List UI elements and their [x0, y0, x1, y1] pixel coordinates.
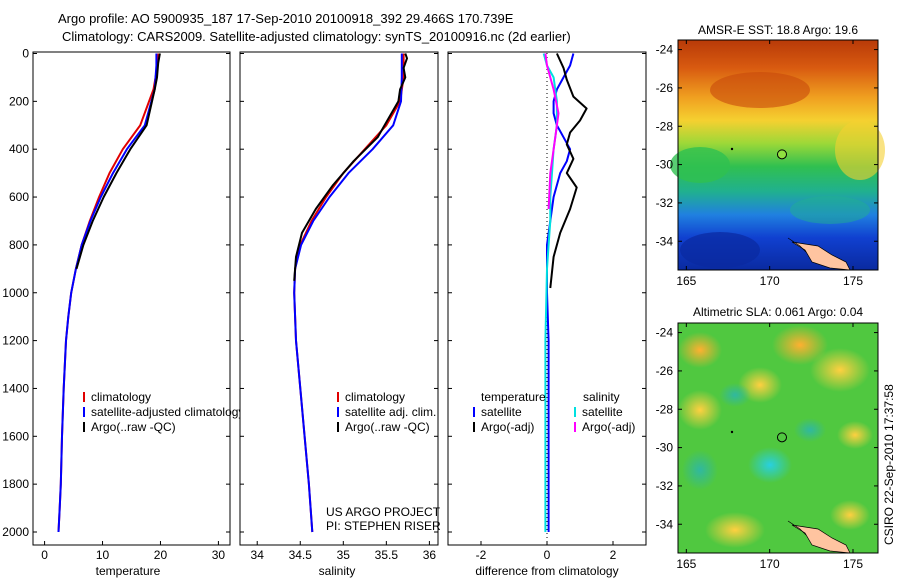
- y-tick-label: 1000: [2, 286, 29, 300]
- difference-panel: -2 0 2 difference from climatology tempera…: [447, 51, 647, 578]
- sla-map-title: Altimetric SLA: 0.061 Argo: 0.04: [693, 305, 863, 319]
- x-tick-label: 10: [96, 548, 110, 562]
- map-lat-tick-label: -30: [656, 158, 674, 172]
- x-tick-label: 36: [423, 548, 437, 562]
- y-tick-label: 800: [9, 238, 29, 252]
- x-tick-label: 0: [41, 548, 48, 562]
- project-annotation: US ARGO PROJECT: [326, 505, 441, 519]
- map-lat-tick-label: -24: [656, 326, 674, 340]
- temperature-xlabel: temperature: [96, 564, 161, 578]
- series-line-argo-raw-qc-: [293, 53, 408, 281]
- y-tick-label: 400: [9, 142, 29, 156]
- y-tick-label: 600: [9, 190, 29, 204]
- series-line-argo-adj-: [544, 53, 560, 210]
- map-lat-tick-label: -28: [656, 402, 674, 416]
- y-tick-label: 1200: [2, 334, 29, 348]
- map-lon-tick-label: 175: [843, 557, 863, 571]
- sst-argo-marker: [776, 149, 787, 160]
- map-lat-tick-label: -34: [656, 517, 674, 531]
- pi-annotation: PI: STEPHEN RISER: [326, 519, 441, 533]
- legend-satellite-adjusted: satellite-adjusted climatology: [91, 405, 244, 419]
- sla-map-panel: Altimetric SLA: 0.061 Argo: 0.04 -24 -26 -…: [656, 305, 879, 571]
- sst-field: [670, 40, 885, 270]
- x-tick-label: -2: [476, 548, 487, 562]
- legend-diff-temp-argo: Argo(-adj): [481, 420, 534, 434]
- series-line-argo-adj-: [549, 53, 588, 289]
- sst-map-panel: AMSR-E SST: 18.8 Argo: 19.6 -24 -26 -28 -30…: [656, 23, 885, 288]
- salinity-axes: [239, 51, 439, 546]
- difference-xlabel: difference from climatology: [475, 564, 618, 578]
- side-credit-label: CSIRO 22-Sep-2010 17:37:58: [882, 384, 896, 545]
- legend-climatology-sal: climatology: [345, 390, 405, 404]
- map-lat-tick-label: -24: [656, 43, 674, 57]
- sla-argo-marker: [776, 432, 787, 443]
- sla-coastline: [791, 524, 851, 554]
- legend-argo: Argo(..raw -QC): [91, 420, 176, 434]
- x-tick-label: 35.5: [375, 548, 399, 562]
- legend-diff-sal-satellite: satellite: [582, 405, 623, 419]
- legend-climatology: climatology: [91, 390, 151, 404]
- legend-argo-sal: Argo(..raw -QC): [345, 420, 430, 434]
- legend-header-salinity: salinity: [583, 390, 620, 404]
- salinity-legend: climatology satellite adj. clim. Argo(..…: [337, 390, 436, 434]
- temperature-legend: climatology satellite-adjusted climatolo…: [83, 390, 244, 434]
- temperature-panel: 0 200 400 600 800 1000 1200 1400 1600 1800 2000 0 1…: [2, 47, 244, 579]
- series-line-satellite: [542, 53, 558, 532]
- y-tick-label: 1400: [2, 381, 29, 395]
- y-tick-label: 200: [9, 94, 29, 108]
- y-tick-label: 0: [22, 47, 29, 61]
- map-lat-tick-label: -32: [656, 479, 674, 493]
- map-lon-tick-label: 170: [760, 557, 780, 571]
- map-lon-tick-label: 165: [676, 274, 696, 288]
- map-lat-tick-label: -34: [656, 234, 674, 248]
- x-tick-label: 35: [337, 548, 351, 562]
- map-lat-tick-label: -30: [656, 441, 674, 455]
- sst-coastline: [791, 241, 851, 271]
- figure-title-line1: Argo profile: AO 5900935_187 17-Sep-2010…: [58, 11, 514, 26]
- x-tick-label: 0: [544, 548, 551, 562]
- x-tick-label: 20: [154, 548, 168, 562]
- y-tick-label: 1800: [2, 477, 29, 491]
- x-tick-label: 2: [610, 548, 617, 562]
- figure-title-line2: Climatology: CARS2009. Satellite-adjuste…: [62, 29, 571, 44]
- legend-satellite-adj-sal: satellite adj. clim.: [345, 405, 436, 419]
- x-tick-label: 30: [212, 548, 226, 562]
- x-tick-label: 34: [251, 548, 265, 562]
- difference-legend: temperature salinity satellite Argo(-adj…: [473, 390, 635, 434]
- series-line-satellite-adjusted-climatology: [57, 53, 158, 533]
- x-tick-label: 34.5: [289, 548, 313, 562]
- map-lon-tick-label: 175: [843, 274, 863, 288]
- map-lat-tick-label: -28: [656, 119, 674, 133]
- y-tick-label: 2000: [2, 525, 29, 539]
- map-lon-tick-label: 170: [760, 274, 780, 288]
- y-tick-label: 1600: [2, 429, 29, 443]
- legend-header-temperature: temperature: [481, 390, 546, 404]
- legend-diff-temp-satellite: satellite: [481, 405, 522, 419]
- map-lat-tick-label: -26: [656, 81, 674, 95]
- salinity-xlabel: salinity: [319, 564, 356, 578]
- salinity-panel: 34 34.5 35 35.5 36 salinity climatology sate…: [239, 51, 441, 578]
- legend-diff-sal-argo: Argo(-adj): [582, 420, 635, 434]
- map-lat-tick-label: -26: [656, 364, 674, 378]
- map-lon-tick-label: 165: [676, 557, 696, 571]
- series-line-argo-raw-qc-: [75, 53, 161, 270]
- sst-map-title: AMSR-E SST: 18.8 Argo: 19.6: [698, 23, 858, 37]
- series-line-satellite-adj-clim-: [293, 53, 403, 533]
- temperature-axes: [32, 51, 231, 546]
- map-lat-tick-label: -32: [656, 196, 674, 210]
